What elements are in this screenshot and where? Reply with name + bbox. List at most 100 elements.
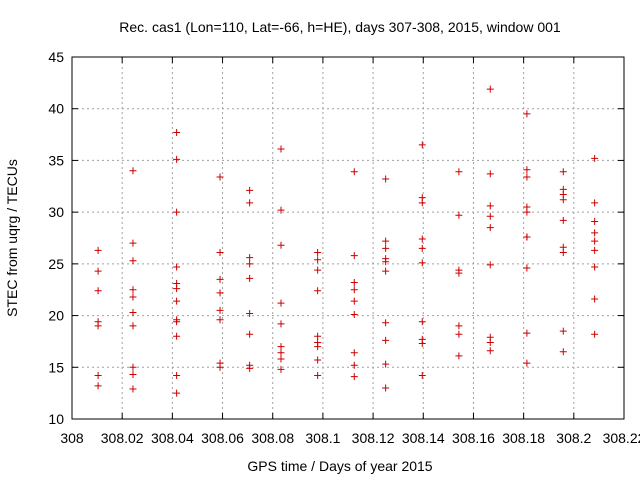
data-point	[382, 175, 390, 183]
data-point	[382, 360, 390, 368]
data-point	[246, 310, 254, 318]
data-point	[591, 154, 599, 162]
data-point	[173, 332, 181, 340]
data-point	[277, 241, 285, 249]
data-point	[591, 246, 599, 254]
data-point	[382, 336, 390, 344]
data-point	[559, 168, 567, 176]
data-point	[246, 254, 254, 262]
data-point	[350, 252, 358, 260]
data-point	[523, 208, 531, 216]
data-point	[277, 299, 285, 307]
data-point	[486, 261, 494, 269]
data-point	[455, 322, 463, 330]
data-point	[277, 343, 285, 351]
data-point	[559, 348, 567, 356]
data-point	[350, 286, 358, 294]
data-point	[94, 382, 102, 390]
data-point	[173, 372, 181, 380]
data-points	[94, 85, 599, 397]
data-point	[382, 258, 390, 266]
data-point	[486, 212, 494, 220]
data-point	[314, 372, 322, 380]
data-point	[523, 264, 531, 272]
data-point	[455, 168, 463, 176]
data-point	[559, 248, 567, 256]
data-point	[382, 384, 390, 392]
data-point	[591, 237, 599, 245]
x-tick-label: 308.1	[305, 430, 340, 446]
data-point	[559, 216, 567, 224]
data-point	[173, 155, 181, 163]
data-point	[246, 186, 254, 194]
data-point	[94, 287, 102, 295]
x-tick-label: 308.02	[101, 430, 144, 446]
grid-lines	[72, 57, 624, 419]
data-point	[216, 316, 224, 324]
data-point	[129, 286, 137, 294]
x-axis-ticks: 308 308.02 308.04 308.06 308.08 308.1 308.12 30…	[60, 57, 640, 446]
data-point	[418, 372, 426, 380]
data-point	[523, 233, 531, 241]
data-point	[418, 259, 426, 267]
data-point	[523, 359, 531, 367]
data-point	[173, 208, 181, 216]
data-point	[277, 355, 285, 363]
data-point	[350, 278, 358, 286]
data-point	[173, 129, 181, 137]
data-point	[314, 248, 322, 256]
x-tick-label: 308	[60, 430, 84, 446]
data-point	[277, 320, 285, 328]
data-point	[216, 306, 224, 314]
x-tick-label: 308.04	[151, 430, 194, 446]
data-point	[455, 211, 463, 219]
y-tick-label: 10	[48, 411, 64, 427]
data-point	[314, 266, 322, 274]
data-point	[173, 389, 181, 397]
data-point	[314, 343, 322, 351]
x-tick-label: 308.22	[603, 430, 640, 446]
y-tick-label: 25	[48, 256, 64, 272]
y-tick-label: 30	[48, 204, 64, 220]
data-point	[277, 206, 285, 214]
data-point	[382, 244, 390, 252]
data-point	[382, 237, 390, 245]
data-point	[350, 373, 358, 381]
axes	[71, 56, 625, 420]
data-point	[246, 364, 254, 372]
data-point	[486, 202, 494, 210]
chart-title: Rec. cas1 (Lon=110, Lat=-66, h=HE), days…	[119, 19, 561, 35]
data-point	[418, 318, 426, 326]
plot-border	[71, 56, 625, 420]
data-point	[591, 263, 599, 271]
data-point	[129, 371, 137, 379]
data-point	[418, 244, 426, 252]
data-point	[486, 338, 494, 346]
data-point	[129, 308, 137, 316]
data-point	[350, 168, 358, 176]
data-point	[455, 269, 463, 277]
x-tick-label: 308.16	[452, 430, 495, 446]
data-point	[173, 263, 181, 271]
data-point	[523, 166, 531, 174]
data-point	[129, 239, 137, 247]
data-point	[216, 248, 224, 256]
data-point	[418, 235, 426, 243]
data-point	[382, 319, 390, 327]
data-point	[314, 356, 322, 364]
data-point	[559, 196, 567, 204]
data-point	[486, 347, 494, 355]
data-point	[246, 274, 254, 282]
data-point	[591, 330, 599, 338]
data-point	[277, 365, 285, 373]
data-point	[129, 363, 137, 371]
data-point	[173, 318, 181, 326]
y-tick-label: 15	[48, 359, 64, 375]
data-point	[173, 285, 181, 293]
data-point	[559, 327, 567, 335]
data-point	[523, 329, 531, 337]
data-point	[314, 256, 322, 264]
data-point	[455, 330, 463, 338]
data-point	[350, 361, 358, 369]
